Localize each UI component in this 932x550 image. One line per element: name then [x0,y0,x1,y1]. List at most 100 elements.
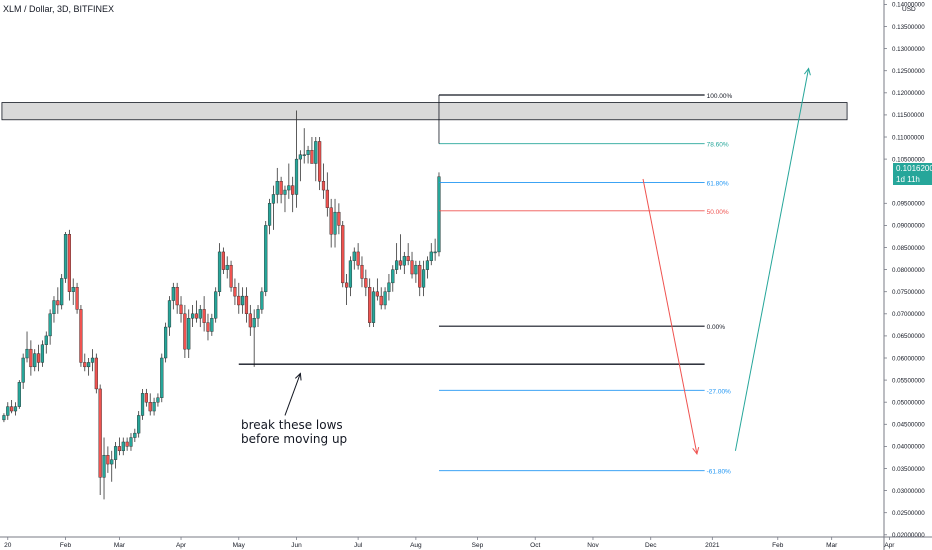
time-tick-label: 2021 [705,542,720,549]
price-tick-label: 0.13000000 [892,46,925,53]
candle-down [233,287,237,297]
candle-up [421,269,426,288]
candle-down [325,189,329,208]
resistance-box [1,102,848,121]
time-tick-label: Jun [291,542,302,549]
candle-down [318,141,322,182]
candle-up [433,251,437,254]
candle-down [368,287,372,323]
candle-down [183,313,187,350]
fib-level-label: -27.00% [707,388,731,395]
price-tick-label: 0.14000000 [892,2,925,9]
candle-up [156,397,160,403]
candle-up [275,181,279,195]
candle-down [248,313,252,328]
countdown-tag: 1d 11h [893,174,932,185]
fibonacci-levels: 100.00% 78.60% 61.80% 50.00% 0.00% -27.00% -61… [238,93,733,476]
candle-down [36,353,41,363]
candle-up [71,287,75,292]
candle-up [283,189,287,195]
candle-down [79,309,83,363]
candle-down [202,309,206,323]
candle-down [237,295,241,306]
candle-down [329,207,333,235]
candle-up [40,344,45,363]
candle-up [241,295,245,306]
fib-level-label: 50.00% [707,209,729,216]
price-tick-label: 0.08500000 [892,245,925,252]
candle-up [44,335,48,345]
candle-down [125,441,129,447]
currency-label: USD [902,6,916,13]
time-tick-label: 20 [4,542,12,549]
price-tick-label: 0.06500000 [892,333,925,340]
candle-up [414,264,418,275]
candle-up [391,269,395,284]
candle-down [344,282,349,288]
price-tick-label: 0.10500000 [892,156,925,163]
candle-up [217,251,222,292]
candle-down [117,446,122,452]
candle-down [229,264,233,288]
candle-up [167,300,172,328]
note-pointer-arrow-head [294,372,302,381]
last-price-tag: 0.10162000 [893,163,932,174]
candle-up [25,348,29,359]
price-tick-label: 0.09000000 [892,223,925,230]
candle-down [94,357,98,390]
time-tick-label: May [233,542,246,549]
candle-down [406,256,410,261]
price-tick-label: 0.05000000 [892,399,925,406]
bullish-arrow [734,68,810,451]
candle-down [375,291,379,297]
time-tick-label: Apr [884,542,895,549]
candle-down [179,304,183,315]
candle-down [356,251,360,266]
time-axis[interactable]: 20 Feb Mar Apr May Jun Jul Aug Sep Oct Nov Dec 2021 F… [4,537,895,549]
candle-up [395,260,399,270]
candle-up [267,203,272,226]
candle-up [314,141,318,164]
candle-up [187,318,191,350]
annotation-note-line-1: break these lows [241,418,343,432]
candle-down [398,260,403,266]
price-tick-label: 0.02000000 [892,532,925,539]
candle-up [352,251,356,261]
fib-level-label: 100.00% [707,93,733,100]
trend-arrows [284,67,811,456]
candle-up [121,441,125,452]
candle-up [21,357,25,383]
candle-up [210,318,214,332]
candle-up [137,415,141,434]
candle-up [63,234,68,279]
bullish-arrow-head [803,67,811,76]
candle-down [364,278,368,288]
time-tick-label: Jul [354,542,363,549]
candle-down [321,181,326,191]
price-axis[interactable]: USD 0.02000000 0.02500000 0.03000000 0.03500… [884,2,925,539]
candle-down [98,388,102,478]
candle-down [67,234,71,292]
candle-up [225,264,229,270]
candle-down [291,185,295,195]
candle-up [429,251,433,261]
candle-up [437,176,441,253]
price-tick-label: 0.03500000 [892,466,925,473]
time-tick-label: Oct [530,542,540,549]
candle-up [264,225,268,292]
candle-up [2,415,6,421]
candle-up [52,300,56,315]
candle-down [410,260,414,275]
candle-up [302,154,306,156]
candle-up [260,291,264,310]
candle-up [294,158,299,195]
price-tick-label: 0.11000000 [892,134,925,141]
price-tick-label: 0.07500000 [892,289,925,296]
candle-down [279,181,283,195]
candle-up [13,406,18,412]
candle-up [383,291,387,306]
annotation-note-line-2: before moving up [241,432,348,446]
candle-up [133,432,137,438]
